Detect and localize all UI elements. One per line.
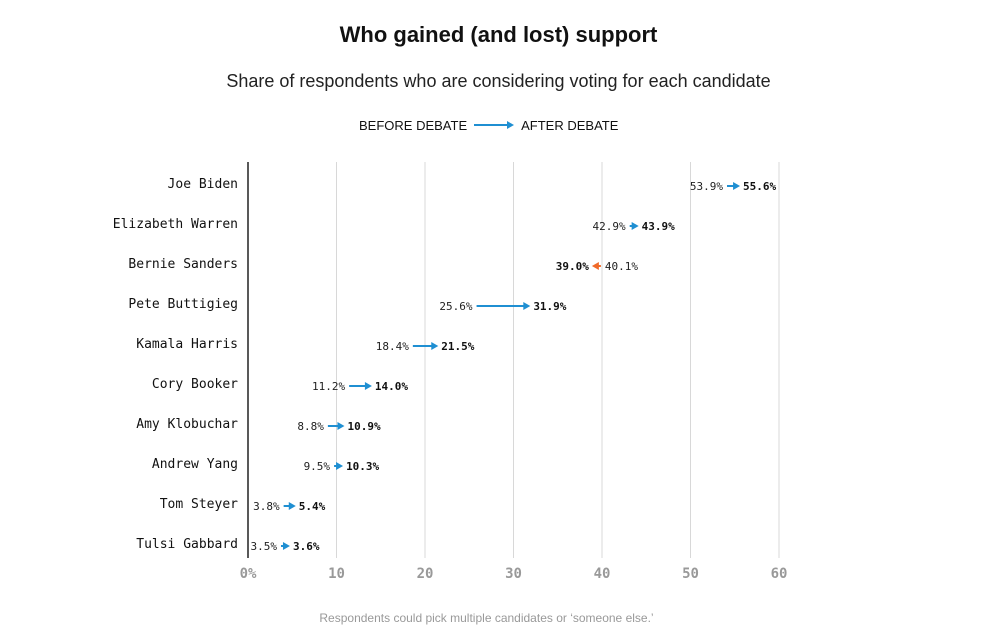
candidate-label: Kamala Harris [136,337,238,352]
after-value-label: 10.3% [346,460,379,473]
candidate-label: Bernie Sanders [128,257,238,272]
before-value-label: 8.8% [297,420,324,433]
after-value-label: 43.9% [642,220,675,233]
x-tick-label: 60 [771,566,788,582]
change-arrow-head [336,462,344,470]
x-tick-label: 30 [505,566,522,582]
chart-subtitle: Share of respondents who are considering… [226,71,771,91]
after-value-label: 5.4% [299,500,326,513]
legend: BEFORE DEBATE AFTER DEBATE [359,116,618,134]
before-value-label: 25.6% [439,300,472,313]
candidate-label: Tulsi Gabbard [136,537,238,552]
change-arrow-head [733,182,741,190]
change-arrow-head [431,342,439,350]
before-value-label: 42.9% [593,220,626,233]
change-arrow-head [282,542,290,550]
legend-after-label: AFTER DEBATE [521,117,619,133]
x-tick-label: 20 [417,566,434,582]
before-value-label: 3.5% [250,540,277,553]
chart-plot: 0% 10 20 30 40 50 60 Joe Biden 53.9% 55.6% Elizabe… [113,162,788,582]
x-tick-label: 40 [594,566,611,582]
candidate-label: Tom Steyer [160,497,238,512]
x-tick-label: 50 [682,566,699,582]
before-value-label: 3.8% [253,500,280,513]
candidate-label: Amy Klobuchar [136,417,238,432]
x-tick-label: 0% [240,566,257,582]
after-value-label: 3.6% [293,540,320,553]
before-value-label: 18.4% [376,340,409,353]
candidate-label: Joe Biden [168,177,238,192]
before-value-label: 9.5% [304,460,331,473]
change-arrow-head [337,422,345,430]
after-value-label: 21.5% [441,340,474,353]
change-arrow-head [364,382,372,390]
candidate-label: Elizabeth Warren [113,217,238,232]
before-value-label: 40.1% [605,260,638,273]
after-value-label: 55.6% [743,180,776,193]
legend-before-label: BEFORE DEBATE [359,117,468,133]
change-arrow-head [523,302,531,310]
after-value-label: 14.0% [375,380,408,393]
change-arrow-head [591,262,599,270]
after-value-label: 39.0% [556,260,589,273]
candidate-label: Cory Booker [152,377,238,392]
before-value-label: 53.9% [690,180,723,193]
after-value-label: 31.9% [533,300,566,313]
candidate-label: Pete Buttigieg [128,297,238,312]
chart-note: Respondents could pick multiple candidat… [319,611,654,625]
candidate-label: Andrew Yang [152,457,238,472]
before-value-label: 11.2% [312,380,345,393]
change-arrow-head [631,222,639,230]
after-value-label: 10.9% [347,420,380,433]
change-arrow-head [288,502,296,510]
chart-title: Who gained (and lost) support [339,22,658,47]
legend-arrow-icon [474,121,515,129]
x-tick-label: 10 [328,566,345,582]
